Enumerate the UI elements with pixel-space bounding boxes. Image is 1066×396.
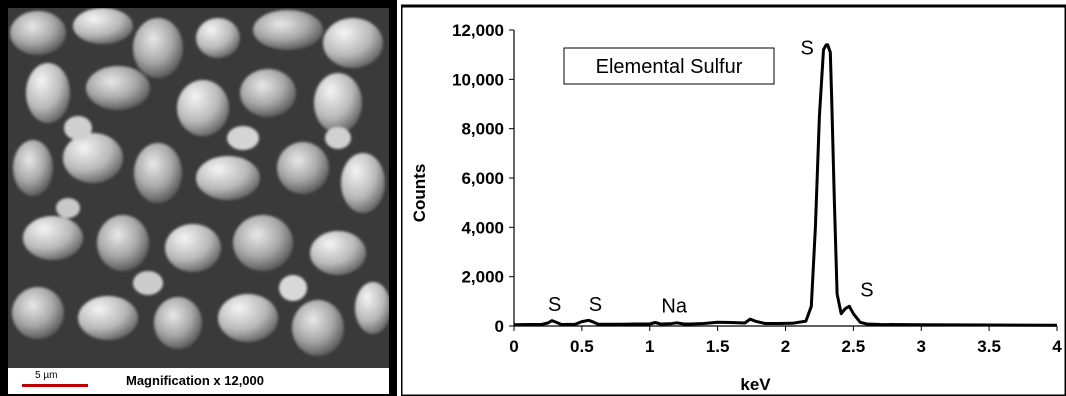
y-tick-label: 12,000 [452, 21, 504, 40]
sem-caption-bar: 5 µm Magnification x 12,000 [8, 368, 389, 394]
peak-label: S [860, 279, 873, 301]
peak-label: S [589, 294, 602, 316]
x-tick-label: 1 [645, 337, 654, 356]
peak-label: S [548, 294, 561, 316]
y-tick-label: 8,000 [461, 120, 504, 139]
sem-panel: 5 µm Magnification x 12,000 [0, 0, 397, 396]
x-tick-label: 3 [917, 337, 926, 356]
x-tick-label: 0 [509, 337, 518, 356]
chart-frame [401, 4, 1066, 396]
y-tick-label: 4,000 [461, 218, 504, 237]
spectrum-line [513, 43, 1058, 327]
x-axis-label: keV [740, 375, 771, 394]
magnification-label: Magnification x 12,000 [126, 373, 264, 388]
x-tick-label: 1.5 [706, 337, 730, 356]
x-tick-label: 4 [1052, 337, 1062, 356]
y-tick-label: 10,000 [452, 70, 504, 89]
peak-label: Na [661, 295, 687, 317]
y-tick-label: 0 [495, 317, 504, 336]
scale-bar [22, 384, 88, 387]
legend-box [563, 47, 775, 85]
x-tick-label: 3.5 [977, 337, 1001, 356]
y-axis-label: Counts [410, 164, 429, 223]
x-tick-label: 2.5 [842, 337, 866, 356]
y-tick-label: 6,000 [461, 169, 504, 188]
scale-bar-label: 5 µm [35, 370, 58, 381]
x-tick-label: 2 [781, 337, 790, 356]
legend-label: Elemental Sulfur [596, 56, 743, 78]
peak-label: S [801, 38, 814, 60]
eds-spectrum-chart: 0 2,000 4,000 6,000 8,000 10,000 12,000 0 0.5 1 1.… [401, 0, 1066, 396]
sem-micrograph [8, 8, 389, 368]
x-tick-label: 0.5 [570, 337, 594, 356]
y-tick-label: 2,000 [461, 268, 504, 287]
eds-spectrum-panel: 0 2,000 4,000 6,000 8,000 10,000 12,000 0 0.5 1 1.… [401, 0, 1066, 396]
